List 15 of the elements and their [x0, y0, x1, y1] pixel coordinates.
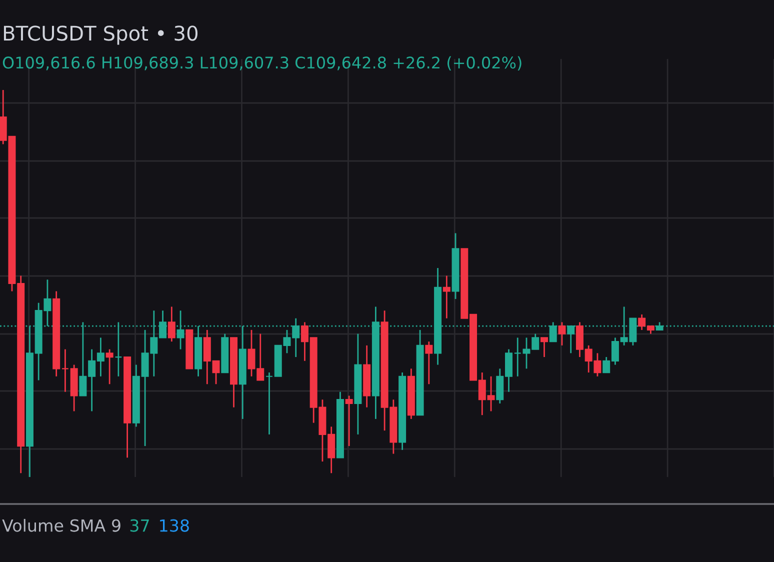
- candlestick: [168, 306, 176, 342]
- candlestick: [540, 336, 548, 358]
- candlestick: [265, 372, 273, 436]
- chart-title: BTCUSDT Spot • 30: [4, 26, 198, 45]
- text: 37: [130, 519, 149, 532]
- text: 138: [160, 519, 189, 532]
- candlestick: [114, 322, 122, 378]
- candlestick: [442, 275, 450, 320]
- candlestick: [106, 348, 114, 385]
- text: Volume SMA 9: [2, 518, 120, 532]
- candlestick: [425, 340, 433, 385]
- candlestick: [558, 322, 566, 346]
- candlestick: [345, 395, 353, 447]
- candlestick: [61, 348, 69, 393]
- chart-subtitle: O109,616.6 H109,689.3 L109,607.3 C109,642.8 +26.2 (+0.02%): [2, 56, 522, 71]
